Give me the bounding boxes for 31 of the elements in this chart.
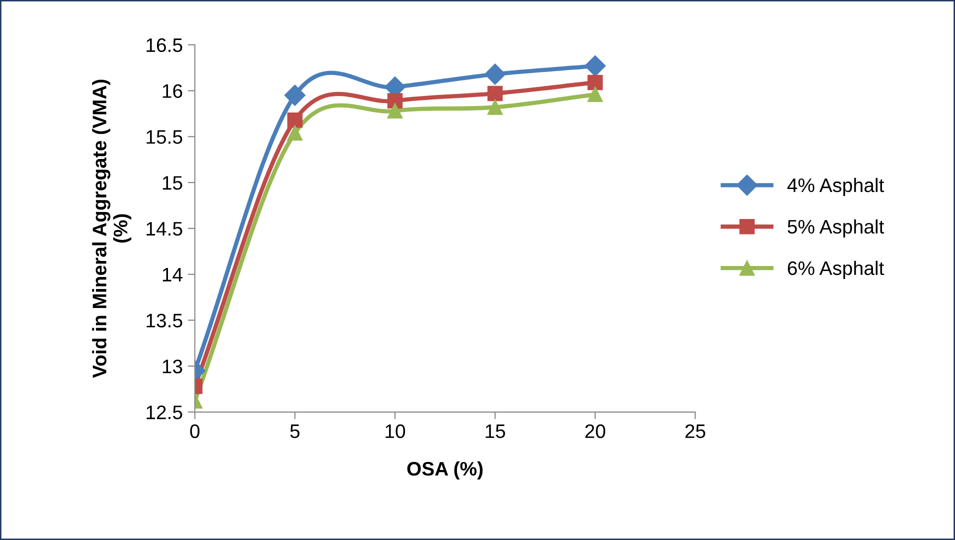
point: [287, 112, 303, 128]
y-tick-label: 14.5: [146, 222, 182, 236]
x-tick-label: 15: [486, 424, 506, 438]
point: [387, 103, 403, 119]
x-tick-label: 10: [386, 424, 406, 438]
y-axis-title: Void in Mineral Aggregate (VMA) (%): [92, 80, 132, 378]
y-tick-label: 13.5: [146, 314, 182, 328]
y-tick-label: 15.5: [146, 130, 182, 144]
point: [487, 100, 503, 115]
legend-label: 4% Asphalt: [787, 178, 884, 196]
x-axis-title: OSA (%): [407, 461, 483, 480]
x-tick-label: 5: [290, 424, 300, 438]
y-tick-label: 14: [162, 268, 182, 282]
point: [584, 55, 606, 76]
y-tick-label: 16: [162, 84, 182, 98]
x-tick-label: 0: [190, 424, 200, 438]
point: [287, 125, 303, 141]
legend-label: 5% Asphalt: [788, 219, 884, 238]
point: [588, 86, 603, 102]
y-tick-label: 13: [162, 360, 182, 374]
legend-label: 6% Asphalt: [788, 260, 884, 279]
x-tick-label: 20: [585, 424, 606, 438]
y-tick-label: 16.5: [146, 38, 182, 52]
point: [387, 93, 403, 108]
point: [284, 84, 306, 106]
point: [484, 64, 506, 85]
point: [487, 86, 503, 102]
y-tick-label: 12.5: [146, 405, 182, 420]
y-tick-label: 15: [162, 176, 182, 190]
point: [588, 74, 603, 90]
x-tick-label: 25: [685, 424, 706, 438]
